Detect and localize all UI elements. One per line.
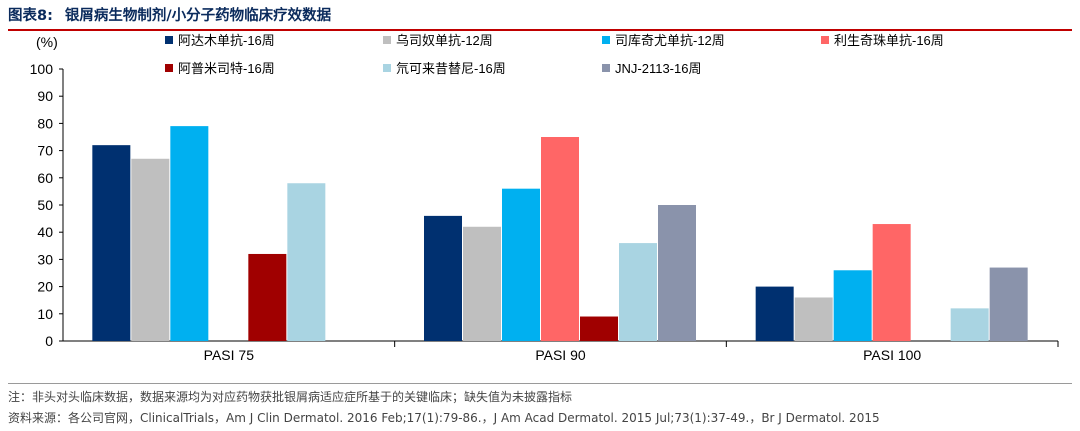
x-tick-label: PASI 90	[535, 347, 586, 363]
bar	[833, 270, 872, 341]
y-tick-label: 70	[37, 143, 53, 159]
bar	[248, 253, 287, 341]
bar	[872, 224, 911, 341]
bar	[658, 205, 696, 341]
legend-swatch	[602, 64, 610, 72]
legend-label: 阿普米司特-16周	[178, 61, 275, 76]
y-tick-label: 50	[37, 197, 53, 213]
bar	[463, 226, 501, 341]
legend-swatch	[383, 64, 391, 72]
y-axis-unit-label: (%)	[36, 34, 58, 50]
bar	[989, 267, 1028, 341]
y-tick-label: 100	[30, 61, 54, 77]
legend-swatch	[821, 36, 829, 44]
y-tick-label: 40	[37, 224, 53, 240]
bar	[502, 188, 540, 341]
legend-swatch	[165, 36, 173, 44]
legend-label: 利生奇珠单抗-16周	[834, 33, 944, 48]
bar	[541, 137, 579, 341]
figure-label: 图表8:	[8, 8, 53, 24]
bar	[170, 126, 209, 342]
chart-title: 图表8: 银屑病生物制剂/小分子药物临床疗效数据	[8, 4, 1072, 31]
y-tick-label: 20	[37, 279, 53, 295]
legend-label: 司库奇尤单抗-12周	[615, 33, 725, 48]
legend-label: 氘可来昔替尼-16周	[396, 61, 506, 76]
legend-label: 阿达木单抗-16周	[178, 33, 275, 48]
legend-label: JNJ-2113-16周	[615, 61, 701, 76]
bar	[580, 316, 618, 341]
legend-label: 乌司奴单抗-12周	[396, 33, 493, 48]
note-text: 注：非头对头临床数据，数据来源均为对应药物获批银屑病适应症所基于的关键临床；缺失…	[8, 390, 573, 404]
source-text: 资料来源：各公司官网，ClinicalTrials，Am J Clin Derm…	[8, 411, 880, 425]
legend-swatch	[165, 64, 173, 72]
figure-title: 银屑病生物制剂/小分子药物临床疗效数据	[64, 8, 332, 24]
y-tick-label: 10	[37, 306, 53, 322]
bar-chart: 0 10 20 30 40 50 60 70 80 90 100 (%) PASI 75 PASI 90 P…	[30, 33, 1059, 363]
bar	[950, 308, 989, 341]
x-tick-label: PASI 75	[204, 347, 255, 363]
y-tick-label: 80	[37, 115, 53, 131]
legend-swatch	[602, 36, 610, 44]
legend-swatch	[383, 36, 391, 44]
bar	[794, 297, 833, 341]
y-tick-label: 0	[45, 333, 53, 349]
y-tick-label: 90	[37, 88, 53, 104]
x-tick-label: PASI 100	[863, 347, 921, 363]
bar	[287, 183, 326, 341]
y-tick-label: 60	[37, 170, 53, 186]
bar	[131, 158, 170, 341]
bar	[619, 243, 657, 341]
y-tick-label: 30	[37, 251, 53, 267]
footnotes: 注：非头对头临床数据，数据来源均为对应药物获批银屑病适应症所基于的关键临床；缺失…	[8, 383, 1072, 429]
bar	[92, 145, 131, 341]
bar	[424, 215, 462, 341]
bar	[755, 286, 794, 341]
